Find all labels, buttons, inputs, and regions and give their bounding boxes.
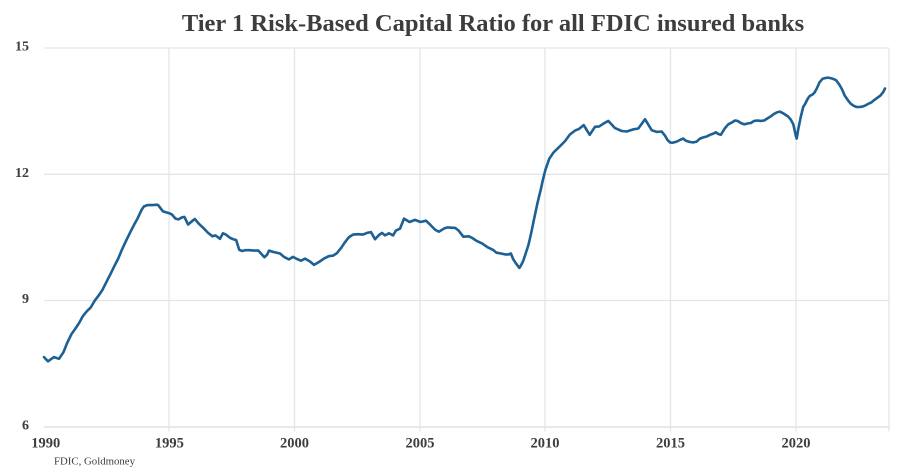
svg-text:FDIC, Goldmoney: FDIC, Goldmoney [54,456,136,468]
svg-text:1990: 1990 [31,436,60,452]
svg-text:9: 9 [22,292,29,307]
svg-text:15: 15 [15,40,29,55]
svg-text:2020: 2020 [782,436,811,452]
svg-text:2015: 2015 [656,436,685,452]
svg-text:Tier 1 Risk-Based Capital Rati: Tier 1 Risk-Based Capital Ratio for all … [182,10,804,37]
svg-text:2000: 2000 [280,436,309,452]
svg-text:6: 6 [22,419,29,434]
svg-text:2005: 2005 [406,436,435,452]
svg-text:1995: 1995 [155,436,184,452]
svg-text:12: 12 [15,166,29,181]
svg-text:2010: 2010 [531,436,560,452]
